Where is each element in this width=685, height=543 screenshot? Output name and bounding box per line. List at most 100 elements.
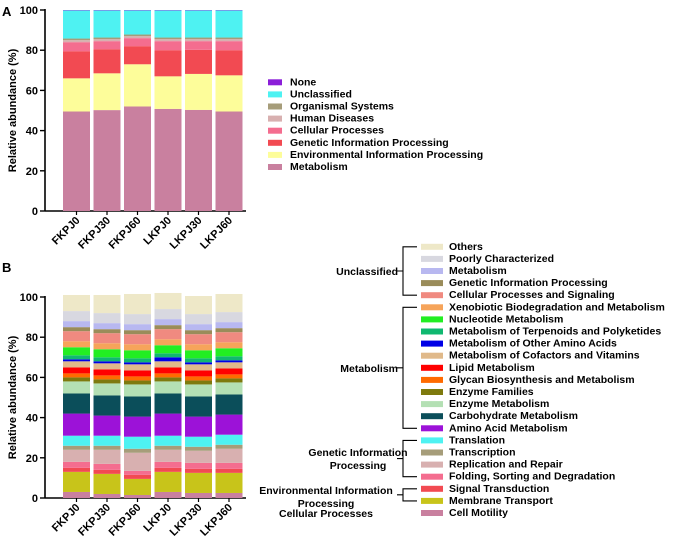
panel-a-bar-segment [124,64,151,107]
panel-a-legend-swatch [268,91,282,98]
panel-b-y-tick-label: 80 [26,332,38,344]
panel-a-legend-entry: Genetic Information Processing [290,137,449,149]
panel-a-bar-segment [215,41,243,51]
panel-b-bar-segment [185,384,212,397]
panel-b-x-tick-label: LKPJ60 [198,502,235,539]
panel-b-bar-segment [93,369,121,376]
panel-b-bar-segment [154,325,182,330]
panel-b-bar-segment [63,361,90,368]
panel-b-legend-entry: Lipid Metabolism [449,362,535,374]
panel-b-legend-entry: Glycan Biosynthesis and Metabolism [449,374,635,386]
panel-b-legend-swatch [421,376,443,383]
panel-b-bar-segment [154,381,182,394]
panel-b-bar-segment [93,357,121,362]
panel-a-bar-segment [124,10,151,35]
panel-b-bar-segment [124,448,151,453]
panel-b-bar-segment [124,470,151,475]
panel-a-y-tick-label: 80 [26,45,38,57]
group-label: Cellular Processes [279,508,373,520]
panel-a-bar-segment [154,50,182,77]
panel-b-bar-segment [93,383,121,396]
panel-b-bar-segment [215,472,243,493]
panel-b-bar-segment [215,342,243,349]
panel-b-bar-segment [215,492,243,498]
panel-b-bar-segment [154,377,182,382]
panel-a-bar-segment [124,36,151,39]
panel-a-bar-segment [93,41,121,50]
panel-b-legend-swatch [421,328,443,335]
panel-b-bar-segment [124,330,151,335]
panel-b-bar-segment [93,313,121,324]
panel-b-bar-segment [93,493,121,498]
panel-b-bar-segment [154,467,182,472]
panel-b-bar-segment [154,373,182,378]
panel-b-legend-swatch [421,485,443,492]
panel-b-bar-segment [215,414,243,435]
panel-b-bar-segment [63,413,90,436]
panel-b-bar-segment [63,347,90,356]
panel-b-bar-segment [93,469,121,474]
panel-b-bar-segment [215,462,243,469]
panel-a-x-tick-label: LKPJ60 [198,215,235,252]
panel-b-bar-segment [185,314,212,325]
panel-a-label: A [2,4,12,19]
panel-a-legend-entry: Human Diseases [290,113,374,125]
panel-a-bar-segment [63,51,90,79]
panel-b-bar-segment [63,445,90,450]
panel-b-legend-entry: Translation [449,434,505,446]
panel-a-legend-swatch [268,79,282,86]
panel-b-bar-segment [93,445,121,450]
panel-b-bar-segment [185,450,212,463]
panel-b-y-tick-label: 100 [20,292,38,304]
panel-b-bar-segment [93,375,121,380]
panel-a-bar-segment [63,42,90,52]
panel-b-bar-segment [185,462,212,469]
panel-a-bar-segment [93,73,121,111]
group-label: Metabolism [340,363,398,375]
panel-b-bar-segment [63,311,90,322]
panel-b-legend-entry: Carbohydrate Metabolism [449,410,578,422]
panel-b-legend-swatch [421,280,443,287]
panel-a-bar-segment [185,41,212,50]
panel-b-bar-segment [185,416,212,437]
panel-b-bar-segment [215,356,243,361]
panel-a-legend-swatch [268,103,282,110]
panel-b-bar-segment [154,353,182,358]
panel-b-x-tick-label: LKPJ30 [168,502,205,539]
panel-b-legend-swatch [421,425,443,432]
panel-b-legend-swatch [421,497,443,504]
panel-b-legend-swatch [421,473,443,480]
panel-b-legend-entry: Xenobiotic Biodegradation and Metabolism [449,301,665,313]
panel-b-legend-entry: Transcription [449,447,516,459]
panel-b-bar-segment [63,373,90,378]
panel-b-bar-segment [124,334,151,345]
panel-b-bar-segment [63,321,90,328]
panel-a-legend-swatch [268,151,282,158]
panel-a-bar-segment [63,10,90,39]
panel-b-legend-swatch [421,461,443,468]
panel-b-bar-segment [93,435,121,446]
panel-b-legend-swatch [421,510,443,516]
panel-a-legend-entry: Organismal Systems [290,101,394,113]
panel-b-bar-segment [185,436,212,447]
panel-a-bar-segment [185,49,212,74]
panel-b-bar-segment [215,378,243,383]
panel-b-legend-swatch [421,316,443,323]
panel-b-bar-segment [215,444,243,449]
panel-b-bar-segment [154,491,182,498]
panel-b-legend-entry: Nucleotide Metabolism [449,313,563,325]
panel-a-bar-segment [185,37,212,40]
panel-b-y-tick-label: 0 [32,493,38,505]
panel-b-legend-entry: Metabolism [449,265,507,277]
panel-b-bar-segment [124,362,151,365]
panel-b-bar-segment [215,382,243,395]
panel-b-bar-segment [93,379,121,384]
panel-a-bar-segment [215,10,243,38]
panel-b-label: B [2,260,11,275]
panel-b-bar-segment [124,314,151,325]
panel-b-bar-segment [154,309,182,320]
panel-b-bar-segment [185,396,212,417]
panel-b-bar-segment [185,330,212,335]
panel-b-bar-segment [215,368,243,375]
